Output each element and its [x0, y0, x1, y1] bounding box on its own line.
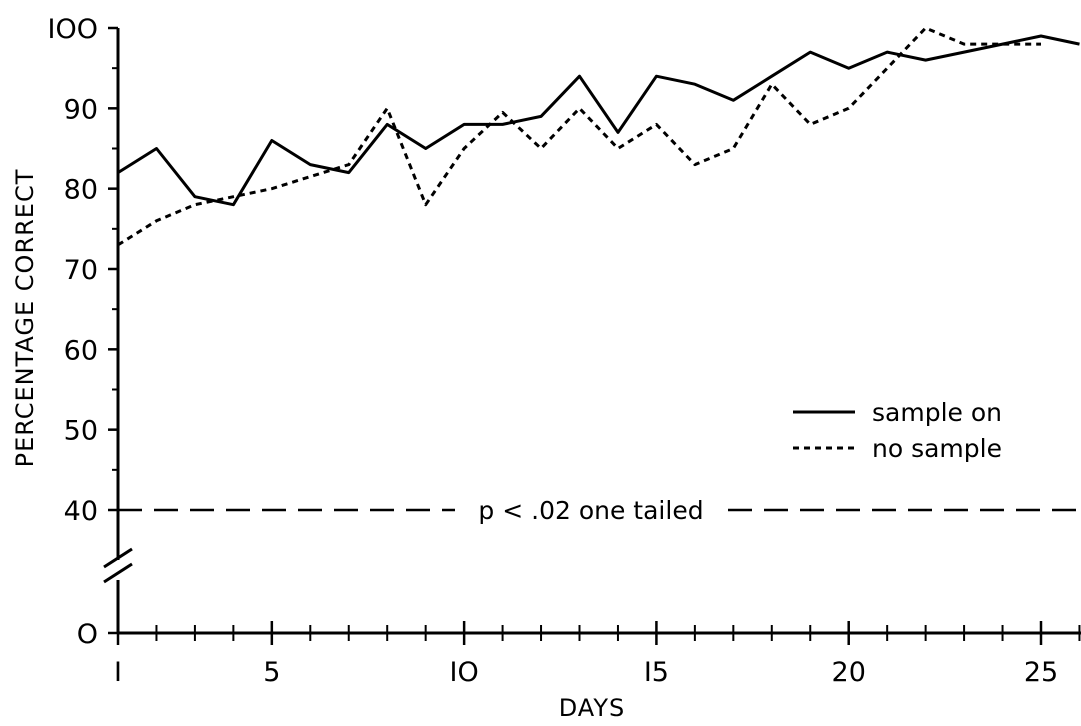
series-line-sample-on	[117, 34, 1080, 207]
legend-label: no sample	[872, 434, 1002, 463]
x-tick-label: 5	[263, 657, 280, 688]
y-tick-label: 70	[64, 255, 98, 286]
y-tick-label: 80	[64, 175, 98, 206]
axis-break-mark	[103, 547, 133, 569]
axes	[103, 28, 1081, 635]
x-axis-title: DAYS	[559, 694, 626, 722]
x-tick-label: I	[114, 657, 122, 688]
series-line-no-sample	[117, 26, 1041, 247]
series-group	[117, 26, 1080, 247]
y-tick-label: 40	[64, 496, 98, 527]
legend: sample on no sample	[793, 398, 1002, 463]
y-tick-label: 90	[64, 94, 98, 125]
y-tick-label: O	[77, 619, 98, 650]
legend-label: sample on	[872, 398, 1002, 427]
x-tick-label: 20	[832, 657, 866, 688]
y-tick-label: 60	[64, 335, 98, 366]
y-tick-label: IOO	[48, 14, 98, 45]
y-axis-title: PERCENTAGE CORRECT	[11, 169, 39, 468]
y-tick-label: 50	[64, 416, 98, 447]
threshold: p < .02 one tailed	[118, 496, 1081, 525]
threshold-label: p < .02 one tailed	[478, 496, 703, 525]
x-tick-label: I5	[644, 657, 669, 688]
x-tick-label: IO	[450, 657, 479, 688]
x-tick-label: 25	[1024, 657, 1058, 688]
ticks	[108, 26, 1081, 645]
axis-break-mark	[103, 562, 133, 584]
